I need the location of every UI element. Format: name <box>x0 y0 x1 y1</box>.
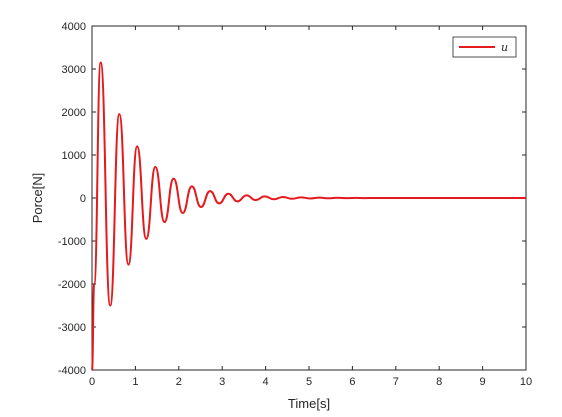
y-tick-label: 1000 <box>62 150 86 162</box>
y-tick-label: 3000 <box>62 64 86 76</box>
series-line-u <box>91 61 526 371</box>
y-axis: -4000 -3000 -2000 -1000 0 1000 2000 3000 4000 <box>58 21 526 377</box>
x-tick-label: 2 <box>176 376 182 388</box>
x-tick-label: 7 <box>393 376 399 388</box>
x-axis: 0 1 2 3 4 5 6 7 8 9 10 <box>89 26 532 388</box>
x-tick-label: 10 <box>520 376 532 388</box>
y-tick-label: 2000 <box>62 107 86 119</box>
y-tick-label: 4000 <box>62 21 86 33</box>
y-tick-label: -1000 <box>58 236 86 248</box>
x-tick-label: 8 <box>436 376 442 388</box>
y-axis-label: Porce[N] <box>30 173 45 224</box>
x-tick-label: 9 <box>480 376 486 388</box>
legend-label-u: u <box>501 41 508 54</box>
x-axis-label: Time[s] <box>288 396 330 411</box>
x-tick-label: 6 <box>349 376 355 388</box>
y-tick-label: -2000 <box>58 279 86 291</box>
x-tick-label: 1 <box>132 376 138 388</box>
series-layer <box>91 61 526 371</box>
y-tick-label: -3000 <box>58 322 86 334</box>
x-tick-label: 0 <box>89 376 95 388</box>
legend: u <box>452 36 517 58</box>
x-tick-label: 3 <box>219 376 225 388</box>
x-tick-label: 5 <box>306 376 312 388</box>
y-tick-label: 0 <box>80 193 86 205</box>
x-tick-label: 4 <box>263 376 269 388</box>
y-tick-label: -4000 <box>58 365 86 377</box>
